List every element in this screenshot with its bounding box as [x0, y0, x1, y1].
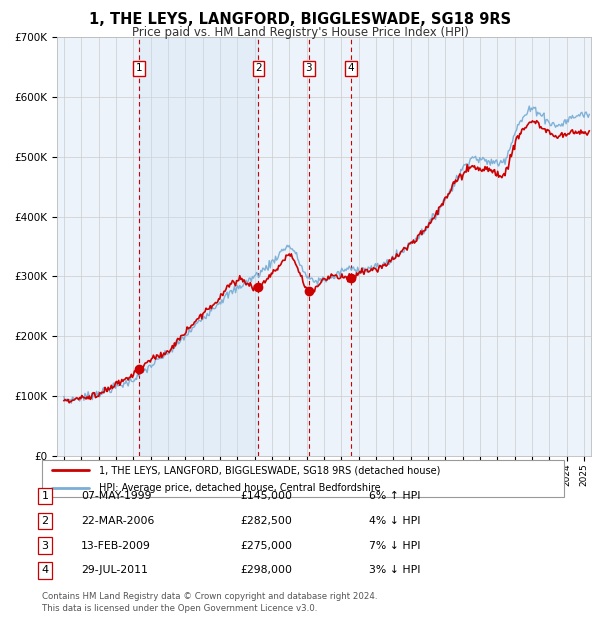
Text: 07-MAY-1999: 07-MAY-1999	[81, 491, 151, 501]
Text: 4: 4	[348, 63, 355, 73]
Text: Contains HM Land Registry data © Crown copyright and database right 2024.
This d: Contains HM Land Registry data © Crown c…	[42, 591, 377, 613]
Text: 4: 4	[41, 565, 49, 575]
Text: 3: 3	[41, 541, 49, 551]
Text: 3: 3	[305, 63, 312, 73]
Text: 6% ↑ HPI: 6% ↑ HPI	[369, 491, 421, 501]
Text: £145,000: £145,000	[240, 491, 292, 501]
Text: 1: 1	[41, 491, 49, 501]
Text: 7% ↓ HPI: 7% ↓ HPI	[369, 541, 421, 551]
Text: HPI: Average price, detached house, Central Bedfordshire: HPI: Average price, detached house, Cent…	[100, 483, 381, 493]
Text: 1: 1	[136, 63, 143, 73]
Text: £298,000: £298,000	[240, 565, 292, 575]
Text: 1, THE LEYS, LANGFORD, BIGGLESWADE, SG18 9RS (detached house): 1, THE LEYS, LANGFORD, BIGGLESWADE, SG18…	[100, 466, 441, 476]
Text: 22-MAR-2006: 22-MAR-2006	[81, 516, 154, 526]
Text: 1, THE LEYS, LANGFORD, BIGGLESWADE, SG18 9RS: 1, THE LEYS, LANGFORD, BIGGLESWADE, SG18…	[89, 12, 511, 27]
Text: 29-JUL-2011: 29-JUL-2011	[81, 565, 148, 575]
Text: Price paid vs. HM Land Registry's House Price Index (HPI): Price paid vs. HM Land Registry's House …	[131, 26, 469, 39]
Text: 2: 2	[255, 63, 262, 73]
Text: £282,500: £282,500	[240, 516, 292, 526]
Text: 3% ↓ HPI: 3% ↓ HPI	[369, 565, 421, 575]
FancyBboxPatch shape	[42, 460, 564, 497]
Text: 2: 2	[41, 516, 49, 526]
Text: 4% ↓ HPI: 4% ↓ HPI	[369, 516, 421, 526]
Text: 13-FEB-2009: 13-FEB-2009	[81, 541, 151, 551]
Bar	[139, 37, 259, 456]
Text: £275,000: £275,000	[240, 541, 292, 551]
